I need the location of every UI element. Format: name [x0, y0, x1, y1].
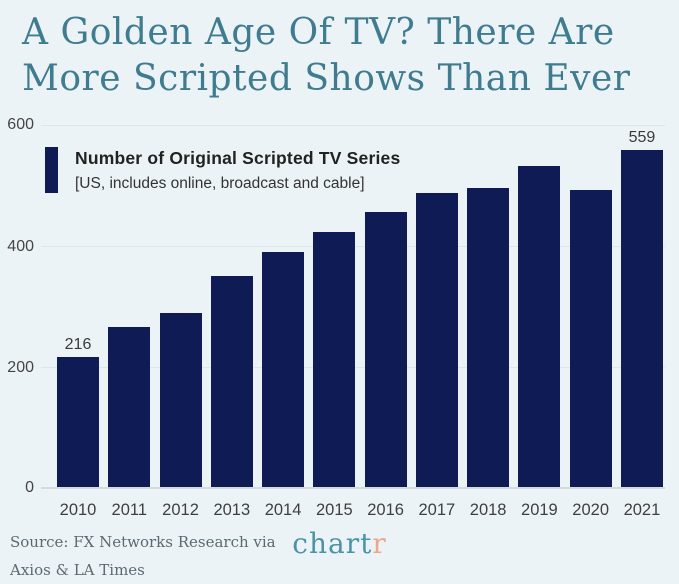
- chartr-logo: chartr: [292, 527, 386, 560]
- source-line-2: Axios & LA Times: [10, 561, 145, 579]
- page-title-line-2: More Scripted Shows Than Ever: [22, 58, 631, 99]
- x-tick-label-2019: 2019: [521, 501, 558, 519]
- bar-2020: [569, 189, 612, 487]
- x-axis-line: [41, 487, 665, 489]
- legend: Number of Original Scripted TV Series [U…: [45, 147, 400, 193]
- x-tick-label-2021: 2021: [623, 501, 661, 519]
- bar-value-label-2021: 559: [628, 128, 656, 146]
- bar-2011: [108, 326, 151, 487]
- gridline-600: [41, 125, 665, 126]
- bar-2014: [262, 252, 305, 487]
- x-tick-label-2012: 2012: [162, 501, 199, 519]
- y-tick-label-400: 400: [7, 238, 34, 255]
- x-tick-label-2013: 2013: [213, 501, 251, 519]
- y-tick-label-200: 200: [7, 359, 34, 376]
- page-title: A Golden Age Of TV? There Are More Scrip…: [22, 10, 631, 102]
- legend-sublabel: [US, includes online, broadcast and cabl…: [75, 175, 365, 192]
- y-tick-label-600: 600: [7, 116, 34, 133]
- x-tick-label-2011: 2011: [111, 501, 147, 519]
- bar-2021: 559: [620, 129, 663, 487]
- bar-2018: [467, 188, 510, 487]
- bar-value-label-2010: 216: [64, 335, 92, 353]
- legend-text: Number of Original Scripted TV Series [U…: [75, 147, 400, 193]
- x-tick-label-2014: 2014: [264, 501, 302, 519]
- bars: 216 559: [57, 125, 663, 487]
- legend-swatch: [45, 147, 58, 193]
- bar-2013: [210, 276, 253, 487]
- bar-2017: [415, 193, 458, 487]
- y-tick-label-0: 0: [25, 479, 34, 496]
- bar-2015: [313, 232, 356, 487]
- chartr-logo-accent: r: [372, 527, 387, 560]
- x-axis-labels: 2010 2011 2012 2013 2014 2015 2016 2017 2018 2019…: [57, 501, 663, 520]
- x-tick-label-2010: 2010: [59, 501, 97, 519]
- page-title-line-1: A Golden Age Of TV? There Are: [22, 12, 615, 53]
- x-tick-label-2015: 2015: [315, 501, 353, 519]
- x-tick-label-2017: 2017: [418, 501, 456, 519]
- source-line-1: Source: FX Networks Research via: [10, 533, 276, 551]
- x-tick-label-2020: 2020: [572, 501, 610, 519]
- bar-2019: [518, 166, 561, 487]
- bar-2012: [159, 313, 202, 487]
- legend-label: Number of Original Scripted TV Series: [75, 148, 401, 168]
- source-attribution: Source: FX Networks Research via Axios &…: [10, 528, 276, 584]
- bar-2010: 216: [57, 336, 99, 487]
- x-tick-label-2016: 2016: [367, 501, 404, 519]
- x-tick-label-2018: 2018: [469, 501, 507, 519]
- chartr-logo-main: chart: [292, 527, 373, 560]
- bar-2016: [364, 212, 407, 487]
